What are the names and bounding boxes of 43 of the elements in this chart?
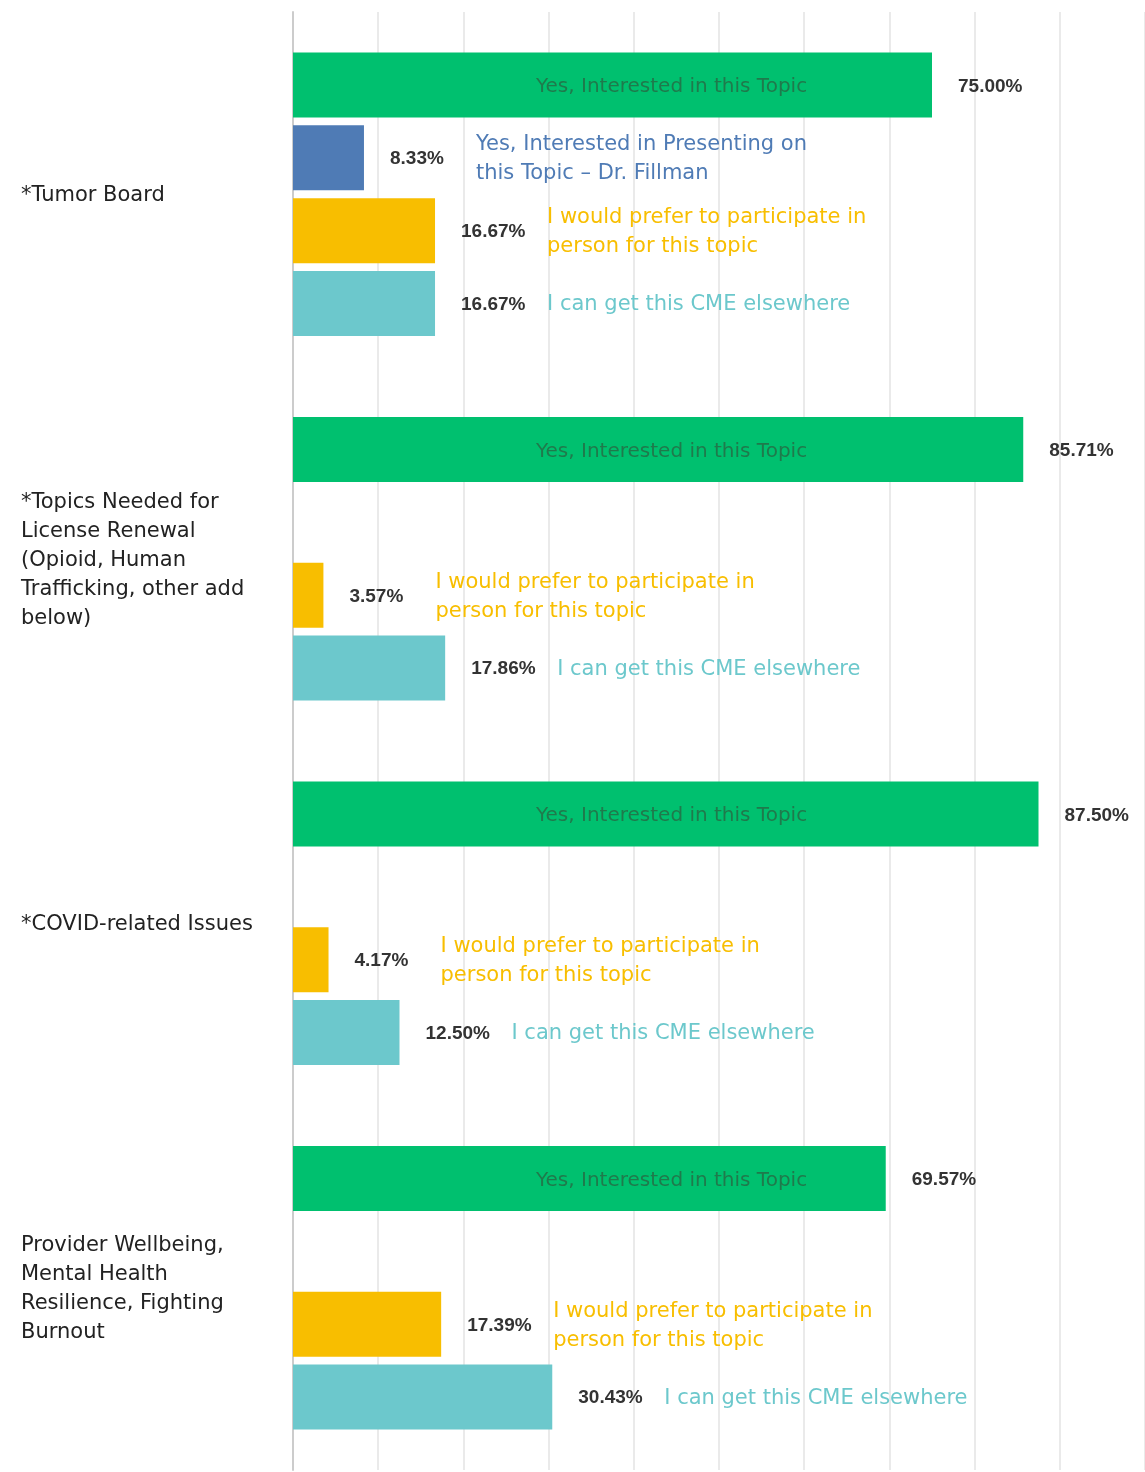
text: Yes, Interested in this Topic <box>536 802 808 827</box>
y-tick-label: *COVID-related Issues <box>21 911 253 936</box>
data-label: 8.33% <box>389 147 444 169</box>
bar <box>293 198 436 264</box>
data-label: 69.57% <box>911 1168 977 1190</box>
data-label: 16.67% <box>461 292 526 314</box>
bar <box>293 781 1039 847</box>
bar <box>293 999 400 1065</box>
data-label: 17.39% <box>467 1313 532 1335</box>
data-label: 4.17% <box>354 949 409 971</box>
data-label: 75.00% <box>958 74 1023 96</box>
data-label: 85.71% <box>1049 439 1114 461</box>
data-label: 3.57% <box>349 584 404 606</box>
bar <box>293 1146 886 1212</box>
bar <box>293 52 932 118</box>
data-label: 30.43% <box>578 1386 643 1408</box>
bar <box>293 270 436 336</box>
bar <box>293 927 329 993</box>
y-tick-label: Provider Wellbeing, Mental Health Resilience, Fighting Burnout <box>21 1232 231 1344</box>
text: I can get this CME elsewhere <box>557 655 861 680</box>
text: I can get this CME elsewhere <box>547 291 851 316</box>
data-label: 87.50% <box>1064 803 1130 825</box>
text: I would prefer to participate in person for this topic <box>547 204 867 258</box>
bar <box>293 125 364 191</box>
text: I would prefer to participate in person for this topic <box>553 1297 880 1351</box>
text: I can get this CME elsewhere <box>511 1020 815 1045</box>
data-label: 16.67% <box>461 220 526 242</box>
bar <box>293 417 1024 483</box>
text: Yes, Interested in this Topic <box>536 1166 808 1191</box>
bar <box>293 635 446 701</box>
text: Yes, Interested in this Topic <box>536 437 808 462</box>
y-tick-label: *Tumor Board <box>21 182 165 207</box>
data-label: 17.86% <box>471 657 536 679</box>
text: I would prefer to participate in person for this topic <box>440 933 760 987</box>
text: Yes, Interested in Presenting on this Topic – Dr. Fillman <box>474 131 814 185</box>
data-label: 12.50% <box>425 1021 491 1043</box>
bar <box>293 1291 442 1357</box>
bar <box>293 562 324 628</box>
text: I would prefer to participate in person for this topic <box>435 568 755 622</box>
text: I can get this CME elsewhere <box>664 1384 968 1409</box>
y-tick-label: *Topics Needed for License Renewal (Opioid, Human Trafficking, other add below) <box>20 488 251 629</box>
series-label: Yes, Interested in this Topic <box>535 73 808 98</box>
bar <box>293 1364 553 1430</box>
